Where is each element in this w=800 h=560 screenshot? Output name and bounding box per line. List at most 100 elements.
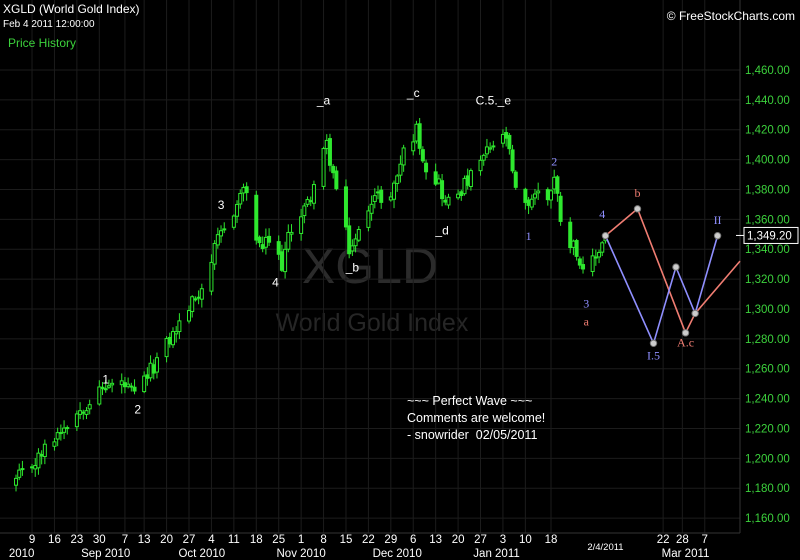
candle-body [424, 162, 429, 173]
candle-body [187, 310, 192, 322]
wave-label: 4 [272, 276, 279, 290]
candle-body [398, 163, 403, 176]
y-tick-label: 1,220.00 [745, 423, 790, 435]
candle-body [283, 248, 288, 273]
wave-label: _c [406, 86, 420, 100]
candle-body [462, 177, 467, 195]
x-tick-label: 23 [70, 534, 83, 546]
candle-body [55, 432, 60, 440]
wave-label: 2 [134, 403, 141, 417]
candle-body [343, 186, 348, 228]
candle-body [392, 182, 397, 200]
candle-body [103, 388, 108, 391]
watermark-name: World Gold Index [276, 309, 469, 337]
y-tick-label: 1,460.00 [745, 65, 790, 77]
candle-body [526, 199, 531, 206]
y-tick-label: 1,300.00 [745, 304, 790, 316]
candle-body [331, 165, 336, 174]
candle-body [142, 375, 147, 393]
y-tick-label: 1,260.00 [745, 364, 790, 376]
candle-body [507, 134, 512, 150]
y-tick-label: 1,400.00 [745, 155, 790, 167]
candle-body [465, 175, 470, 186]
x-tick-label: 11 [228, 534, 240, 546]
wave-label: 2 [551, 155, 557, 169]
candle-body [231, 215, 236, 228]
candle-body [395, 175, 400, 184]
candle-body [286, 231, 291, 250]
y-tick-label: 1,240.00 [745, 394, 790, 406]
candle-body [65, 427, 70, 430]
candle-body [167, 336, 172, 345]
x-tick-label: 8 [320, 534, 326, 546]
candle-body [600, 242, 605, 253]
note-line-2: Comments are welcome! [407, 411, 546, 425]
candle-body [219, 230, 224, 237]
candle-body [241, 186, 246, 194]
wave-label: 3 [583, 296, 589, 310]
candle-body [263, 236, 268, 248]
chart-title: XGLD (World Gold Index) [3, 2, 140, 16]
x-tick-label: 1 [298, 534, 304, 546]
candle-body [174, 331, 179, 335]
candle-body [244, 186, 249, 194]
candle-body [590, 255, 595, 273]
y-tick-label: 1,360.00 [745, 214, 790, 226]
candle-body [481, 154, 486, 161]
candle-body [574, 240, 579, 257]
candle-body [456, 193, 461, 199]
y-tick-label: 1,280.00 [745, 334, 790, 346]
x-month-label: Sep 2010 [81, 548, 130, 560]
x-tick-label: 16 [48, 534, 61, 546]
candle-body [14, 477, 19, 486]
candle-body [215, 234, 220, 246]
candle-body [545, 189, 550, 201]
candle-body [388, 196, 393, 201]
chart-datetime: Feb 4 2011 12:00:00 [3, 19, 95, 30]
candle-body [433, 171, 438, 185]
candle-body [356, 229, 361, 241]
candle-body [305, 199, 310, 205]
note-line-3: - snowrider 02/05/2011 [407, 428, 538, 442]
x-tick-label: 3 [500, 534, 506, 546]
wave-node [649, 339, 658, 347]
x-tick-label: 7 [122, 534, 128, 546]
candle-body [440, 180, 445, 200]
candle-body [33, 464, 38, 470]
candle-body [571, 240, 576, 248]
x-month-label: Oct 2010 [178, 548, 225, 560]
candle-body [436, 178, 441, 184]
wave-label: C.5._e [476, 93, 512, 107]
x-month-label: 2010 [9, 548, 35, 560]
wave-node [601, 232, 610, 240]
y-tick-label: 1,320.00 [745, 274, 790, 286]
candle-body [129, 385, 134, 388]
candle-body [593, 256, 598, 259]
candle-body [446, 196, 451, 206]
candle-body [58, 432, 63, 435]
wave-label: I.5 [647, 349, 660, 363]
y-tick-label: 1,180.00 [745, 483, 790, 495]
candle-body [369, 203, 374, 214]
candle-body [327, 138, 332, 166]
candle-body [478, 159, 483, 172]
wave-node [672, 263, 680, 271]
candle-body [276, 241, 281, 255]
x-tick-label: 4 [208, 534, 215, 546]
candle-body [350, 245, 355, 252]
candle-body [74, 413, 79, 428]
candle-body [267, 235, 272, 243]
wave-label: II [714, 213, 722, 227]
y-tick-label: 1,160.00 [745, 513, 790, 525]
candle-body [209, 261, 214, 292]
wave-label: 1 [102, 373, 109, 387]
candle-body [308, 200, 313, 203]
x-tick-label: 20 [160, 534, 173, 546]
last-price-box [743, 226, 799, 244]
candle-body [235, 203, 240, 217]
candle-body [401, 147, 406, 166]
candle-body [289, 231, 294, 235]
x-tick-label: 18 [545, 534, 558, 546]
candle-body [536, 190, 541, 194]
